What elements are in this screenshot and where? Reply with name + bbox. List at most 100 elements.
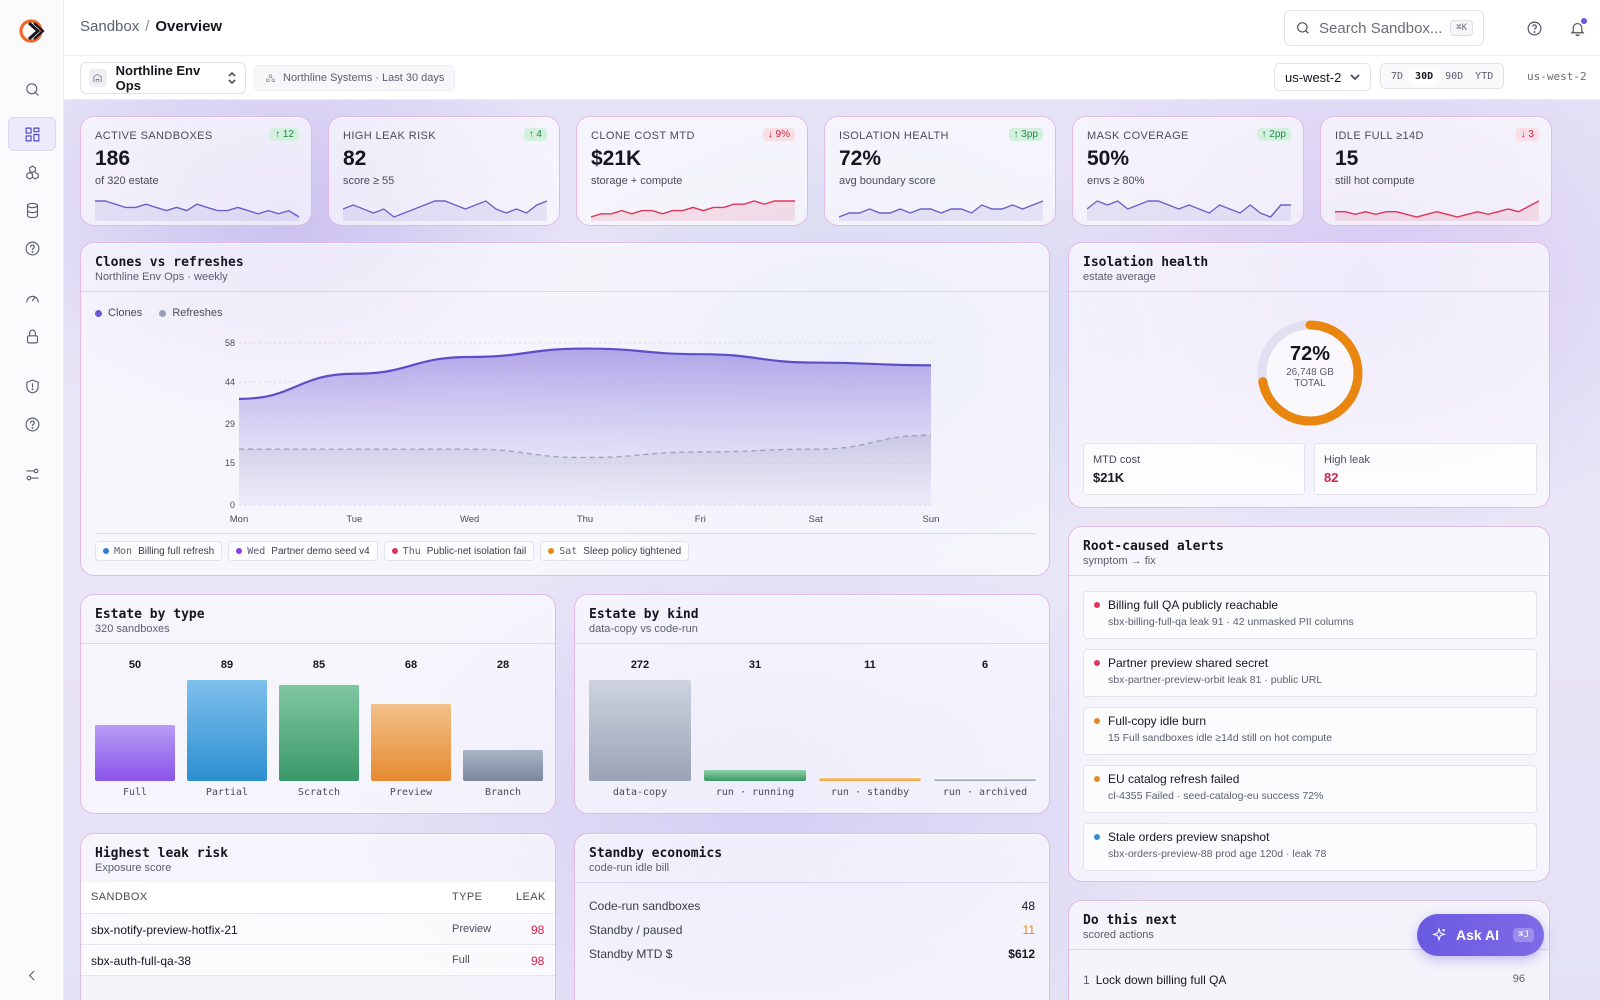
kpi-card[interactable]: IDLE FULL ≥14D 15 still hot compute ↓ 3 [1320,116,1552,226]
notifications-button[interactable] [1566,17,1588,39]
sidebar-help-icon[interactable] [8,231,56,265]
kpi-value: 72% [839,147,882,170]
range-ytd[interactable]: YTD [1475,70,1494,82]
alert-item[interactable]: Billing full QA publicly reachable sbx-bi… [1083,591,1537,639]
sidebar-database-icon[interactable] [8,193,56,227]
annotation-chip[interactable]: Sat Sleep policy tightened [540,541,690,561]
clones-chart-title: Clones vs refreshes [95,255,244,270]
sidebar-help-icon-2[interactable] [8,407,56,441]
bar-value-label: 50 [128,659,142,671]
bar[interactable] [463,748,543,781]
clones-line [238,347,932,400]
app-logo[interactable] [18,17,46,45]
bar[interactable] [95,723,175,781]
sidebar-search-icon[interactable] [8,72,56,106]
region-select[interactable]: us-west-2 [1274,63,1371,91]
environment-select[interactable]: Northline Env Ops [80,62,246,94]
dashboard-main: ACTIVE SANDBOXES 186 of 320 estate ↑ 12 HIGH… [64,100,1600,1000]
search-input[interactable]: Search Sandbox... ⌘K [1284,10,1484,46]
y-tick-label: 15 [225,458,235,468]
bar-value-label: 272 [630,659,650,671]
isolation-subtitle: estate average [1083,271,1156,283]
y-tick-label: 0 [230,500,235,510]
sidebar-sliders-icon[interactable] [8,457,56,491]
col-type[interactable]: TYPE [452,891,483,903]
range-30d[interactable]: 30D [1409,67,1440,85]
kpi-subtext: avg boundary score [839,175,936,187]
estate-kind-subtitle: data-copy vs code-run [589,623,698,635]
search-placeholder: Search Sandbox... [1319,19,1443,37]
org-icon [266,73,275,82]
kpi-card[interactable]: CLONE COST MTD $21K storage + compute ↓ 9% [576,116,808,226]
bar-value-label: 68 [404,659,418,671]
alert-item[interactable]: Partner preview shared secret sbx-partner… [1083,649,1537,697]
kpi-subtext: of 320 estate [95,175,159,187]
col-sandbox[interactable]: SANDBOX [91,891,148,903]
ask-ai-button[interactable]: Ask AI ⌘J [1417,914,1544,956]
sidebar-dashboard-icon[interactable] [8,117,56,151]
breadcrumb-root[interactable]: Sandbox [80,18,140,35]
standby-row-label: Standby / paused [589,923,683,937]
bar-category-label: data-copy [612,787,668,798]
estate-type-card: Estate by type 320 sandboxes 50 Full 89 Par… [80,594,556,814]
stat-mtd-cost: MTD cost $21K [1083,443,1305,495]
kpi-sparkline [1087,200,1291,221]
annotation-chip[interactable]: Mon Billing full refresh [95,541,223,561]
bar[interactable] [934,778,1036,781]
bar[interactable] [279,683,359,781]
x-tick-label: Mon [230,514,248,525]
estate-type-subtitle: 320 sandboxes [95,623,170,635]
bar[interactable] [589,679,691,781]
x-tick-label: Sat [809,514,824,525]
y-tick-label: 44 [225,377,235,387]
clones-chart-subtitle: Northline Env Ops · weekly [95,271,228,283]
bar[interactable] [704,769,806,781]
next-title: Do this next [1083,913,1177,928]
range-7d[interactable]: 7D [1391,70,1404,82]
collapse-sidebar-icon[interactable] [8,958,56,992]
annotation-chip[interactable]: Wed Partner demo seed v4 [228,541,378,561]
sidebar-gauge-icon[interactable] [8,281,56,315]
range-90d[interactable]: 90D [1445,70,1464,82]
y-tick-label: 58 [225,338,235,348]
alert-item[interactable]: Stale orders preview snapshot sbx-orders-… [1083,823,1537,871]
kpi-card[interactable]: ACTIVE SANDBOXES 186 of 320 estate ↑ 12 [80,116,312,226]
annotation-chip[interactable]: Thu Public-net isolation fail [383,541,535,561]
help-button[interactable] [1523,17,1545,39]
bar[interactable] [187,679,267,781]
sidebar-lock-icon[interactable] [8,319,56,353]
alert-item[interactable]: EU catalog refresh failed cl-4355 Failed … [1083,765,1537,813]
kpi-subtext: still hot compute [1335,175,1415,187]
kpi-delta-badge: ↓ 3 [1515,128,1539,141]
refreshes-line [238,434,932,459]
table-row[interactable]: sbx-auth-full-qa-38 Full 98 [81,945,555,976]
kpi-sparkline [1335,200,1539,221]
sidebar-shield-alert-icon[interactable] [8,369,56,403]
kpi-label: ACTIVE SANDBOXES [95,130,213,142]
kpi-card[interactable]: ISOLATION HEALTH 72% avg boundary score ↑ 3… [824,116,1056,226]
chevron-up-down-icon [227,71,237,85]
alert-severity-dot [1094,776,1100,782]
annotation-day: Sat [559,545,578,557]
alert-severity-dot [1094,718,1100,724]
kpi-card[interactable]: HIGH LEAK RISK 82 score ≥ 55 ↑ 4 [328,116,560,226]
kpi-sparkline [591,200,795,221]
clones-chart-card: Clones vs refreshes Northline Env Ops · … [80,242,1050,576]
alert-title: Billing full QA publicly reachable [1108,598,1279,612]
table-row[interactable]: sbx-notify-preview-hotfix-21 Preview 98 [81,914,555,945]
kpi-sparkline [839,200,1043,221]
kpi-card[interactable]: MASK COVERAGE 50% envs ≥ 80% ↑ 2pp [1072,116,1304,226]
refreshes-area [239,435,931,505]
alerts-title: Root-caused alerts [1083,539,1224,554]
sidebar-cubes-icon[interactable] [8,155,56,189]
col-leak[interactable]: LEAK [516,891,546,903]
kpi-value: 186 [95,147,131,170]
bar[interactable] [819,776,921,781]
annotation-day: Thu [402,545,421,557]
standby-row-value: 48 [1021,899,1035,913]
bar-value-label: 89 [220,659,234,671]
alert-item[interactable]: Full-copy idle burn 15 Full sandboxes idl… [1083,707,1537,755]
next-action-item[interactable]: 1 Lock down billing full QA [1083,973,1227,987]
chart-annotations: Mon Billing full refresh Wed Partner demo s… [95,541,695,561]
bar[interactable] [371,703,451,781]
